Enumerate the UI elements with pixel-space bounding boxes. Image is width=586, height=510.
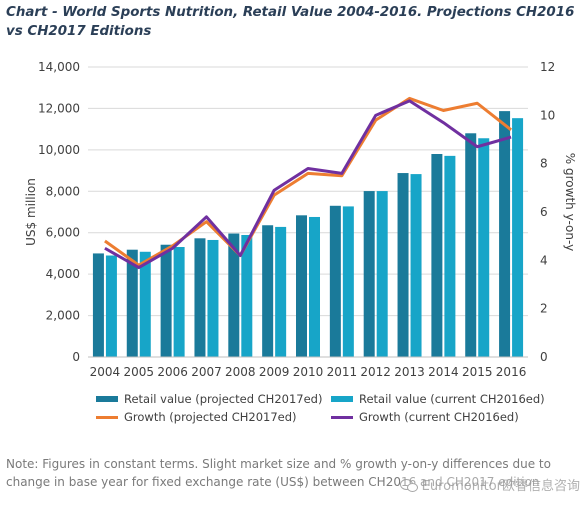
bar-projected: [465, 133, 477, 357]
y-axis-tick-label: 8,000: [46, 184, 80, 198]
legend-item-growth-current: Growth (current CH2016ed): [331, 410, 519, 424]
watermark-text: Euromonitor欧睿信息咨询: [421, 479, 580, 494]
bar-current: [241, 234, 253, 357]
x-axis-tick-label: 2011: [327, 365, 358, 379]
sports-nutrition-chart: 0 2,000 4,000 6,000 8,000 10,000 12,000 14,000 0…: [24, 60, 577, 379]
x-axis-tick-label: 2007: [191, 365, 222, 379]
bar-projected: [431, 154, 443, 357]
legend-swatch-current-value: [331, 396, 353, 402]
x-axis-tick-label: 2015: [462, 365, 493, 379]
legend-label-current-value: Retail value (current CH2016ed): [359, 392, 545, 406]
y2-axis-tick-label: 12: [540, 60, 555, 74]
x-axis-tick-label: 2008: [225, 365, 256, 379]
x-axis-tick-label: 2006: [157, 365, 188, 379]
x-axis-tick-label: 2004: [90, 365, 121, 379]
chart-legend: Retail value (projected CH2017ed) Retail…: [0, 388, 586, 428]
bar-projected: [92, 253, 104, 357]
line-growth-projected: [104, 96, 513, 267]
legend-line-growth-current: [331, 415, 353, 419]
bar-current: [478, 138, 490, 357]
y2-axis-tick-label: 0: [540, 350, 548, 364]
x-axis-tick-label: 2012: [360, 365, 391, 379]
watermark: Euromonitor欧睿信息咨询: [399, 475, 580, 494]
bar-projected: [126, 249, 138, 357]
legend-item-projected-value: Retail value (projected CH2017ed): [96, 392, 322, 406]
bar-projected: [262, 225, 274, 357]
legend-line-growth-projected: [96, 415, 118, 419]
line-growth-current: [104, 99, 512, 270]
bar-current: [512, 118, 524, 358]
y2-axis-tick-label: 2: [540, 302, 548, 316]
bar-current: [275, 226, 287, 357]
bar-projected: [363, 191, 375, 357]
bar-current: [139, 251, 151, 357]
bar-projected: [329, 205, 341, 357]
x-axis-tick-label: 2014: [428, 365, 459, 379]
bar-current: [376, 191, 388, 357]
y-axis-title: US$ million: [24, 178, 38, 246]
y-axis-tick-label: 0: [72, 350, 80, 364]
x-axis-tick-label: 2009: [259, 365, 290, 379]
x-axis-tick-label: 2010: [293, 365, 324, 379]
bar-projected: [296, 215, 307, 357]
bar-projected: [194, 238, 206, 357]
bar-projected: [228, 233, 240, 357]
legend-label-projected-value: Retail value (projected CH2017ed): [124, 392, 323, 406]
bar-current: [105, 255, 117, 357]
bar-current: [309, 216, 320, 357]
legend-item-growth-projected: Growth (projected CH2017ed): [96, 410, 297, 424]
wechat-icon: [399, 478, 418, 492]
bar-current: [342, 206, 354, 357]
y2-axis-tick-label: 6: [540, 205, 548, 219]
y2-axis-title: % growth y-on-y: [563, 153, 577, 251]
bar-projected: [397, 173, 409, 357]
bar-current: [410, 174, 422, 357]
x-axis-tick-label: 2013: [394, 365, 425, 379]
bar-current: [173, 247, 185, 357]
y-axis-tick-label: 4,000: [46, 267, 80, 281]
bar-current: [207, 239, 219, 357]
chart-title: Chart - World Sports Nutrition, Retail V…: [6, 5, 575, 39]
y2-axis-tick-label: 4: [540, 253, 548, 267]
bar-current: [444, 155, 456, 357]
bar-projected: [499, 111, 511, 357]
x-axis-tick-label: 2016: [496, 365, 527, 379]
x-axis-tick-label: 2005: [123, 365, 154, 379]
bar-projected: [160, 244, 172, 357]
legend-label-growth-projected: Growth (projected CH2017ed): [124, 410, 297, 424]
y2-axis-tick-label: 8: [540, 157, 548, 171]
legend-item-current-value: Retail value (current CH2016ed): [331, 392, 545, 406]
y-axis-tick-label: 6,000: [46, 226, 80, 240]
legend-swatch-projected-value: [96, 396, 118, 402]
y-axis-tick-label: 10,000: [38, 143, 80, 157]
y-axis-tick-label: 14,000: [38, 60, 80, 74]
y-axis-tick-label: 12,000: [38, 101, 80, 115]
y-axis-tick-label: 2,000: [46, 309, 80, 323]
legend-label-growth-current: Growth (current CH2016ed): [359, 410, 519, 424]
y2-axis-tick-label: 10: [540, 108, 555, 122]
